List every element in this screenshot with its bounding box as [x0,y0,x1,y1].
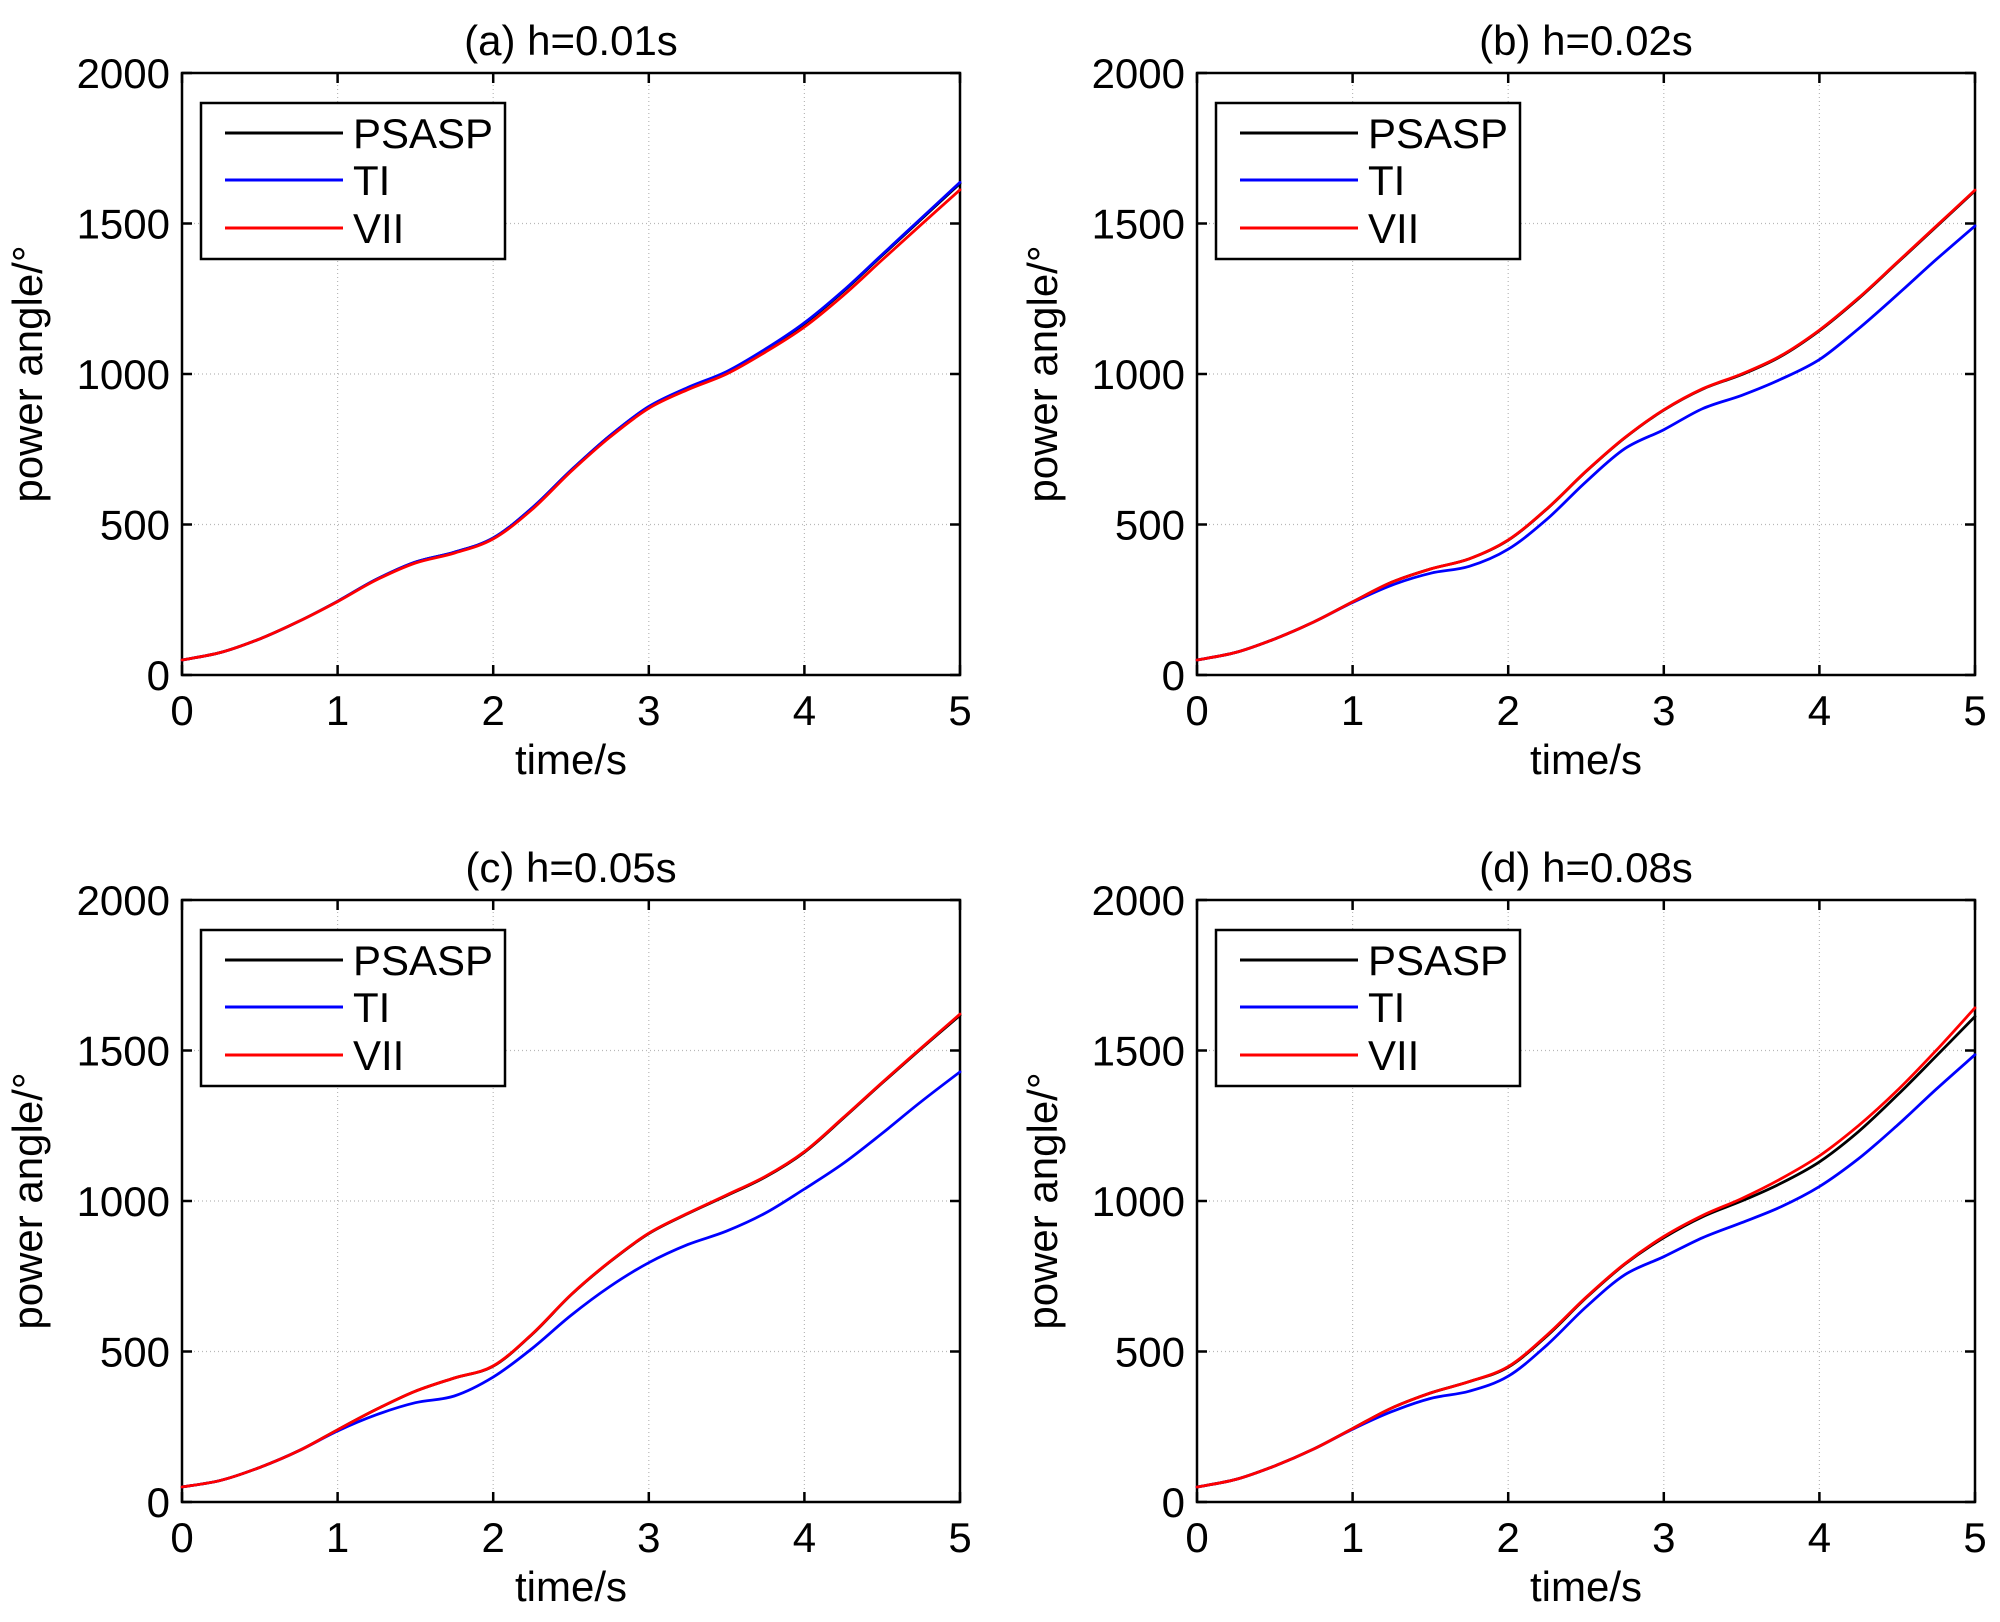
legend-label-ti: TI [1368,984,1405,1031]
series-line-ti [180,1070,962,1489]
x-tick-label: 5 [1963,1514,1986,1561]
x-tick-label: 4 [793,687,816,734]
y-tick-label: 1000 [77,1178,170,1225]
legend-label-ti: TI [1368,157,1405,204]
x-axis-label: time/s [1530,1563,1642,1610]
x-tick-label: 3 [1652,687,1675,734]
y-tick-label: 500 [1115,1329,1185,1376]
x-axis-label: time/s [515,736,627,783]
y-tick-label: 1000 [1092,1178,1185,1225]
chart-b: 0 1 2 3 4 5 0 500 1000 1500 2000 (b) h=0.02s time/s p… [1019,17,1987,783]
y-tick-label: 2000 [1092,50,1185,97]
series-line-psasp [1195,189,1977,662]
chart-title: (d) h=0.08s [1479,844,1693,891]
x-axis-label: time/s [515,1563,627,1610]
legend-label-psasp: PSASP [1368,937,1508,984]
x-tick-label: 0 [1185,1514,1208,1561]
x-tick-label: 5 [948,687,971,734]
x-tick-label: 4 [1808,687,1831,734]
chart-title: (b) h=0.02s [1479,17,1693,64]
y-tick-label: 0 [1162,652,1185,699]
chart-c: 0 1 2 3 4 5 0 500 1000 1500 2000 (c) h=0.05s time/s p… [4,844,972,1610]
legend-label-psasp: PSASP [353,937,493,984]
series-line-ti [1195,1053,1977,1489]
x-tick-label: 1 [326,687,349,734]
legend-label-psasp: PSASP [353,110,493,157]
y-tick-label: 500 [1115,502,1185,549]
x-tick-label: 2 [1497,1514,1520,1561]
x-tick-label: 3 [637,1514,660,1561]
legend-label-vii: VII [1368,205,1419,252]
x-tick-label: 5 [948,1514,971,1561]
y-tick-label: 0 [1162,1479,1185,1526]
legend-label-vii: VII [353,205,404,252]
x-tick-label: 2 [1497,687,1520,734]
y-tick-label: 2000 [1092,877,1185,924]
legend-label-vii: VII [1368,1032,1419,1079]
y-tick-label: 1000 [77,351,170,398]
y-tick-label: 500 [100,1329,170,1376]
x-tick-label: 4 [793,1514,816,1561]
x-tick-label: 5 [1963,687,1986,734]
y-tick-label: 1000 [1092,351,1185,398]
y-tick-label: 0 [147,652,170,699]
x-tick-label: 0 [1185,687,1208,734]
chart-title: (c) h=0.05s [465,844,676,891]
y-tick-label: 1500 [1092,1028,1185,1075]
y-axis-label: power angle/° [4,1072,51,1329]
x-tick-label: 0 [170,687,193,734]
x-tick-label: 3 [1652,1514,1675,1561]
x-tick-label: 1 [326,1514,349,1561]
legend-label-psasp: PSASP [1368,110,1508,157]
x-tick-label: 0 [170,1514,193,1561]
chart-title: (a) h=0.01s [464,17,678,64]
x-tick-label: 2 [482,687,505,734]
y-tick-label: 500 [100,502,170,549]
chart-a: 0 1 2 3 4 5 0 500 1000 1500 2000 (a) h=0.01s time/s p… [4,17,972,783]
y-tick-label: 2000 [77,50,170,97]
y-tick-label: 2000 [77,877,170,924]
series-line-vii [180,1012,962,1489]
series-line-vii [180,188,962,662]
y-axis-label: power angle/° [1019,245,1066,502]
chart-d: 0 1 2 3 4 5 0 500 1000 1500 2000 (d) h=0.08s time/s p… [1019,844,1987,1610]
y-axis-label: power angle/° [1019,1072,1066,1329]
legend-label-ti: TI [353,984,390,1031]
y-axis-label: power angle/° [4,245,51,502]
series-line-vii [1195,1006,1977,1489]
x-axis-label: time/s [1530,736,1642,783]
legend-label-vii: VII [353,1032,404,1079]
x-tick-label: 1 [1341,1514,1364,1561]
x-tick-label: 3 [637,687,660,734]
series-line-vii [1195,188,1977,662]
x-tick-label: 4 [1808,1514,1831,1561]
y-tick-label: 1500 [1092,201,1185,248]
legend-label-ti: TI [353,157,390,204]
series-line-ti [1195,224,1977,662]
x-tick-label: 2 [482,1514,505,1561]
x-tick-label: 1 [1341,687,1364,734]
y-tick-label: 1500 [77,201,170,248]
y-tick-label: 1500 [77,1028,170,1075]
y-tick-label: 0 [147,1479,170,1526]
